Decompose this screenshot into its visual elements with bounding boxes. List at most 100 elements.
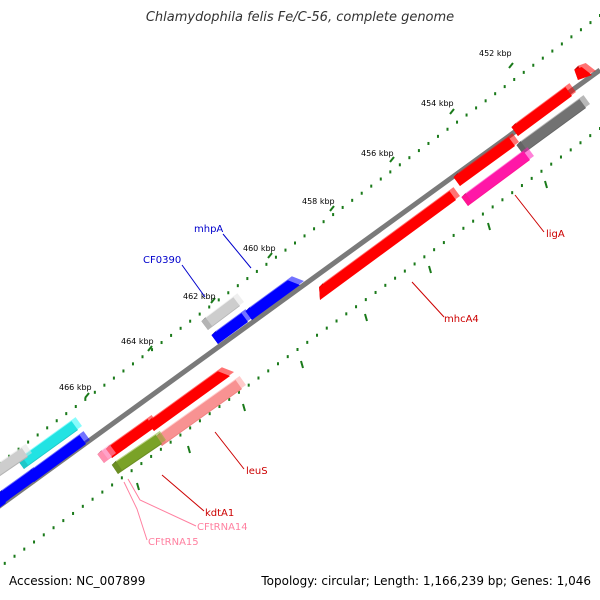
gene-label-cf0390[interactable]: CF0390 (143, 255, 181, 266)
feature-cds-upper-red-1[interactable] (511, 83, 576, 136)
ruler-dot (93, 390, 96, 394)
scale-tick-label: 460 kbp (243, 244, 276, 253)
gene-label-kdta1[interactable]: kdtA1 (205, 508, 234, 519)
inner-scale-tick (364, 313, 368, 322)
label-leader-leus (214, 431, 245, 470)
ruler-dot (111, 483, 114, 487)
ruler-dot (341, 205, 344, 209)
ruler-dot (141, 355, 144, 359)
label-leader-cftrna14 (127, 478, 197, 527)
ruler-dot (306, 340, 309, 344)
ruler-dot (159, 447, 162, 451)
feature-cds-kdtA1[interactable] (111, 430, 166, 474)
ruler-dot (303, 234, 306, 238)
ruler-dot (286, 355, 289, 359)
label-leader-cftrna15 (123, 481, 148, 541)
ruler-dot (520, 184, 523, 188)
feature-highlight (109, 415, 158, 454)
ruler-dot (3, 561, 6, 565)
feature-highlight (0, 443, 32, 475)
ruler-dot (456, 120, 459, 124)
ruler-dot (351, 198, 354, 202)
inner-scale-tick (487, 222, 491, 231)
ruler-dot (62, 519, 65, 523)
scale-tick-label: 454 kbp (421, 99, 454, 108)
ruler-dot (417, 149, 420, 153)
ruler-dot (332, 213, 335, 217)
scale-tick-label: 466 kbp (59, 383, 92, 392)
ruler-dot (122, 369, 125, 373)
ruler-dot (130, 469, 133, 473)
ruler-dot (436, 134, 439, 138)
accession-text: Accession: NC_007899 (9, 574, 146, 588)
label-leader-kdta1 (161, 474, 205, 512)
ruler-dot (589, 21, 592, 25)
ruler-dot (540, 169, 543, 173)
ruler-dot (355, 305, 358, 309)
ruler-dot (475, 106, 478, 110)
feature-highlight (249, 276, 304, 316)
gene-label-leus[interactable]: leuS (246, 466, 268, 477)
scale-tick (389, 156, 395, 163)
ruler-dot (74, 405, 77, 409)
scale-tick (508, 62, 514, 69)
gene-label-liga[interactable]: ligA (546, 229, 565, 240)
ruler-dot (503, 85, 506, 89)
ruler-dot (170, 333, 173, 337)
feature-highlight (515, 83, 576, 132)
ruler-dot (465, 113, 468, 117)
ruler-dot (236, 284, 239, 288)
ruler-dot (91, 497, 94, 501)
ruler-dot (169, 440, 172, 444)
ruler-dot (296, 348, 299, 351)
scale-tick (267, 252, 273, 259)
ruler-dot (276, 362, 279, 366)
ruler-dot (120, 476, 123, 480)
ruler-dot (398, 163, 401, 167)
ruler-dot (364, 298, 367, 302)
ruler-dot (101, 490, 104, 494)
ruler-dot (198, 312, 201, 316)
ruler-dot (52, 526, 55, 530)
ruler-dot (374, 290, 377, 294)
ruler-dot (551, 49, 554, 53)
ruler-dot (257, 376, 260, 380)
feature-cds-far-right[interactable] (574, 62, 596, 80)
scale-tick-label: 464 kbp (121, 337, 154, 346)
ruler-dot (579, 141, 582, 145)
gene-label-cftrna15[interactable]: CFtRNA15 (148, 537, 199, 548)
scale-ticks: 452 kbp 454 kbp 456 kbp 458 kbp 460 kbp 462 k… (59, 49, 548, 491)
gene-label-mhca4[interactable]: mhcA4 (444, 314, 479, 325)
ruler-dot (345, 312, 348, 316)
feature-highlight (101, 444, 116, 459)
feature-cds-gray-small[interactable] (201, 293, 244, 330)
ruler-dot (403, 269, 406, 273)
feature-cds-mhcA4[interactable] (319, 187, 460, 300)
feature-cds-blue-upper[interactable] (245, 276, 304, 320)
ruler-dot (433, 248, 436, 252)
feature-highlight (520, 95, 590, 150)
ruler-dot (522, 70, 525, 74)
ruler-dot (267, 369, 270, 373)
ruler-dot (189, 319, 192, 323)
ruler-dot (160, 341, 163, 345)
ruler-dot (559, 155, 562, 159)
feature-cds-upper-red-2[interactable] (453, 133, 519, 186)
ruler-dot (42, 533, 45, 537)
feature-highlight (115, 430, 166, 470)
ruler-dot (198, 419, 201, 423)
gene-label-mhpa[interactable]: mhpA (194, 224, 223, 235)
ruler-dot (511, 191, 514, 195)
ruler-dot (427, 141, 430, 145)
ruler-dot (218, 405, 221, 409)
feature-rrna-ligA[interactable] (461, 147, 534, 206)
gene-label-cftrna14[interactable]: CFtRNA14 (197, 522, 248, 533)
scale-tick (147, 345, 153, 352)
scale-ruler-inner (3, 127, 600, 565)
feature-highlight (323, 187, 460, 296)
ruler-dot (228, 397, 231, 401)
feature-cds-blue-small[interactable] (211, 309, 252, 344)
feature-cds-gray-left[interactable] (0, 443, 32, 483)
feature-cds-blue-left-3[interactable] (0, 490, 10, 515)
feature-trna[interactable] (97, 444, 116, 463)
